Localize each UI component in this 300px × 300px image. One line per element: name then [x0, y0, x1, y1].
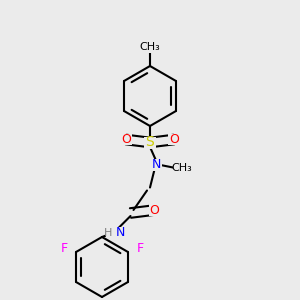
- FancyBboxPatch shape: [135, 244, 145, 254]
- Text: F: F: [136, 242, 143, 256]
- FancyBboxPatch shape: [149, 204, 160, 216]
- FancyBboxPatch shape: [150, 159, 162, 171]
- FancyBboxPatch shape: [141, 40, 159, 52]
- Text: O: O: [121, 133, 131, 146]
- Text: CH₃: CH₃: [171, 163, 192, 173]
- Text: O: O: [169, 133, 179, 146]
- FancyBboxPatch shape: [173, 162, 190, 174]
- Text: S: S: [146, 136, 154, 149]
- Text: H: H: [104, 227, 112, 238]
- FancyBboxPatch shape: [120, 134, 132, 145]
- Text: N: N: [116, 226, 125, 239]
- Text: O: O: [150, 203, 159, 217]
- FancyBboxPatch shape: [144, 136, 156, 148]
- FancyBboxPatch shape: [106, 227, 122, 238]
- Text: F: F: [61, 242, 68, 256]
- FancyBboxPatch shape: [168, 134, 180, 145]
- FancyBboxPatch shape: [59, 244, 69, 254]
- Text: N: N: [151, 158, 161, 172]
- Text: CH₃: CH₃: [140, 41, 160, 52]
